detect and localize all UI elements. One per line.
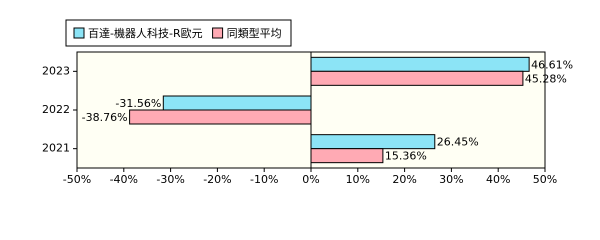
- x-tick-label: 20%: [392, 173, 416, 186]
- legend-swatch: [73, 27, 85, 39]
- legend-label: 同類型平均: [227, 26, 282, 40]
- bar: [310, 148, 384, 164]
- value-label: -31.56%: [115, 97, 161, 110]
- legend-label: 百達-機器人科技-R歐元: [88, 26, 203, 40]
- chart: -50% -40% -30% -20% -10% 0% 10% 20% 30% 40% 50% 202…: [42, 19, 573, 186]
- x-tick-label: 40%: [486, 173, 510, 186]
- y-tick-label: 2021: [42, 142, 70, 155]
- y-tick-label: 2022: [42, 103, 70, 116]
- value-label: 15.36%: [385, 150, 427, 163]
- x-tick-label: -30%: [156, 173, 184, 186]
- y-tick-label: 2023: [42, 64, 70, 77]
- x-tick-label: -50%: [63, 173, 91, 186]
- legend-box: [65, 19, 292, 47]
- value-label: -38.76%: [82, 111, 128, 124]
- x-tick-label: -40%: [110, 173, 138, 186]
- value-label: 45.28%: [525, 72, 567, 85]
- x-tick-label: -10%: [250, 173, 278, 186]
- x-tick-label: 50%: [533, 173, 557, 186]
- page: {"chart_data": {"type": "hbar", "categor…: [42, 19, 574, 186]
- bar: [310, 70, 524, 86]
- value-label: 26.45%: [437, 136, 479, 149]
- x-tick-label: 0%: [302, 173, 319, 186]
- value-label: 46.61%: [531, 58, 573, 71]
- x-tick-label: 30%: [439, 173, 463, 186]
- bar: [310, 56, 530, 72]
- x-tick-label: 10%: [346, 173, 370, 186]
- legend-swatch: [212, 27, 224, 39]
- bar: [162, 95, 312, 111]
- bar: [310, 134, 436, 150]
- bar: [129, 109, 312, 125]
- x-tick-label: -20%: [203, 173, 231, 186]
